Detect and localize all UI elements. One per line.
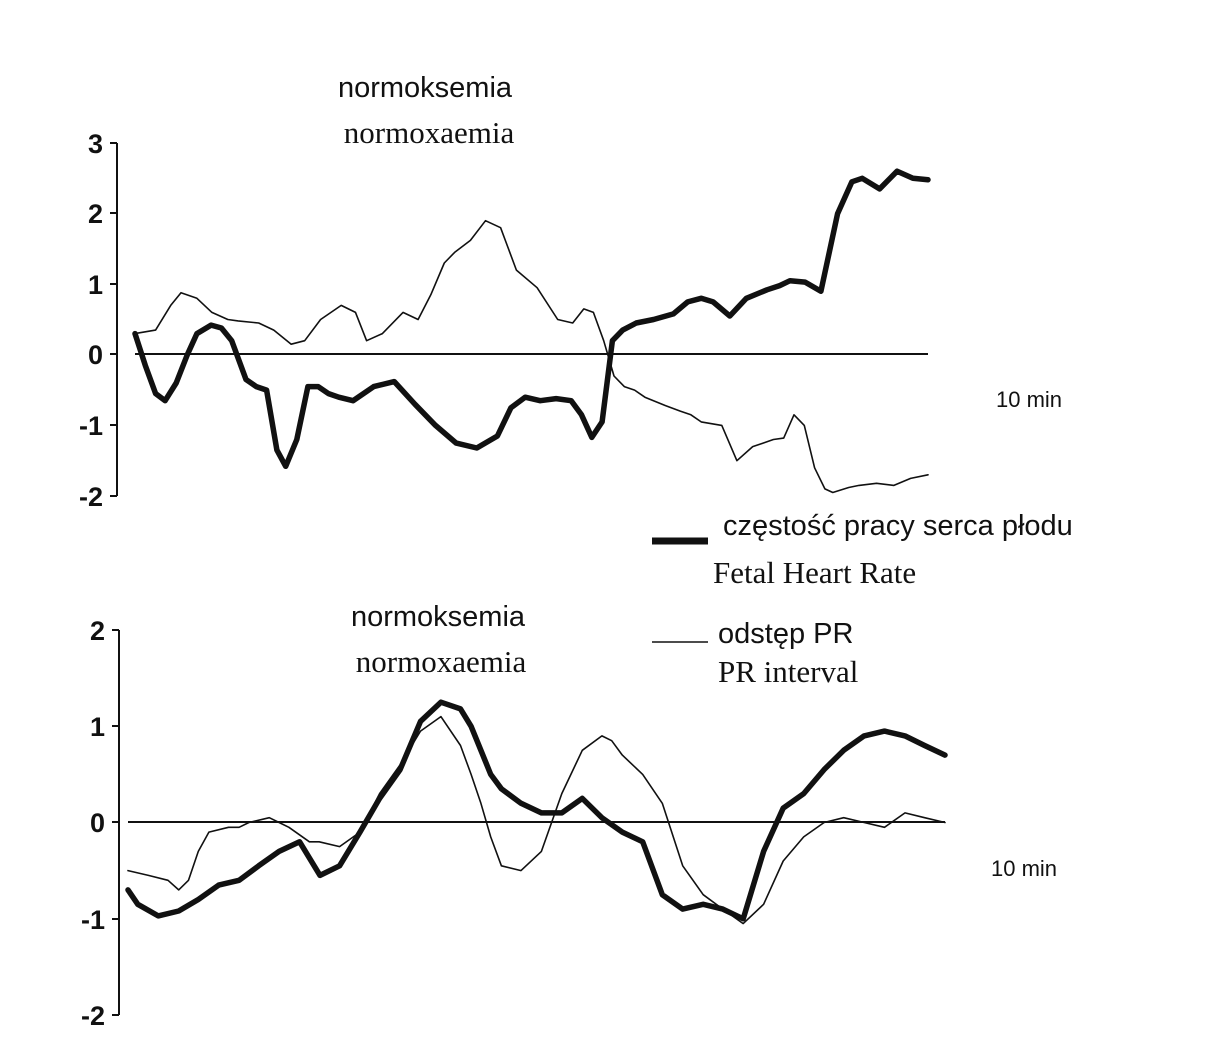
chart-top-duration-label: 10 min: [996, 387, 1062, 412]
chart-top-tick-label-m1: -1: [79, 411, 103, 441]
chart-bottom-tick-label-1: 1: [90, 712, 105, 742]
chart-bottom-tick-label-0: 0: [90, 808, 105, 838]
chart-bottom-title-pl: normoksemia: [351, 601, 526, 633]
chart-bottom-tick-label-m1: -1: [81, 905, 105, 935]
chart-bottom-series-pr-interval: [127, 715, 946, 925]
chart-top-title-pl: normoksemia: [338, 72, 513, 104]
chart-top-tick-label-1: 1: [88, 270, 103, 300]
chart-top: normoksemia normoxaemia 3 2 1 0 -1 -2 10…: [79, 72, 1062, 512]
legend-label-fhr-pl: częstość pracy serca płodu: [723, 510, 1073, 542]
legend: częstość pracy serca płodu Fetal Heart R…: [652, 510, 1073, 689]
chart-top-series-pr-interval: [134, 219, 929, 494]
chart-bottom-tick-label-2: 2: [90, 616, 105, 646]
chart-bottom-series-fetal-heart-rate: [125, 699, 948, 922]
chart-top-tick-label-3: 3: [88, 129, 103, 159]
chart-top-title-en: normoxaemia: [344, 115, 515, 150]
legend-label-pr-pl: odstęp PR: [718, 618, 853, 650]
chart-bottom-title-en: normoxaemia: [356, 644, 527, 679]
chart-top-tick-label-0: 0: [88, 340, 103, 370]
chart-top-tick-label-m2: -2: [79, 482, 103, 512]
chart-bottom-tick-label-m2: -2: [81, 1001, 105, 1031]
legend-label-pr-en: PR interval: [718, 654, 858, 689]
chart-bottom-duration-label: 10 min: [991, 856, 1057, 881]
legend-label-fhr-en: Fetal Heart Rate: [713, 555, 916, 590]
chart-top-series-fetal-heart-rate: [132, 168, 931, 470]
chart-top-tick-label-2: 2: [88, 199, 103, 229]
chart-bottom: normoksemia normoxaemia 2 1 0 -1 -2 10 m…: [81, 601, 1057, 1031]
